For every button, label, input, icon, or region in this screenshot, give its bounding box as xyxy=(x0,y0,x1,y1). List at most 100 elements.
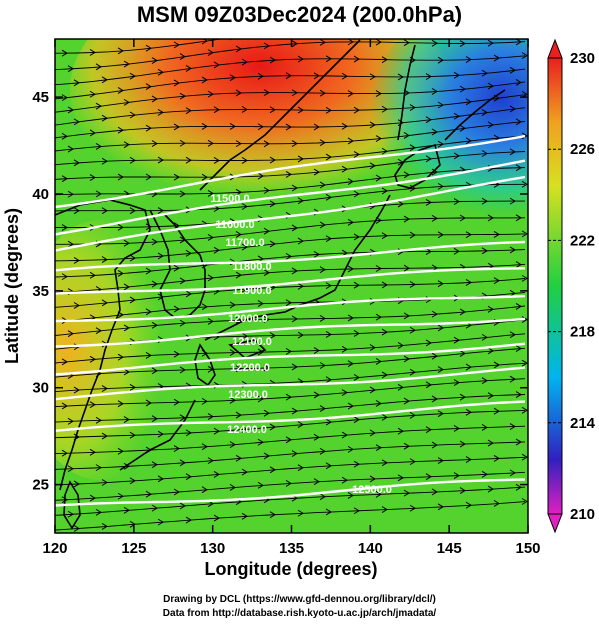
wind-arrowhead xyxy=(263,42,270,50)
wind-arrowhead xyxy=(185,473,192,481)
wind-arrowhead xyxy=(465,501,472,509)
wind-arrowhead xyxy=(157,430,164,438)
wind-arrowhead xyxy=(409,281,416,288)
wind-arrowhead xyxy=(207,189,214,197)
wind-arrowhead xyxy=(95,416,102,424)
wind-arrowhead xyxy=(319,139,326,147)
wind-arrowhead xyxy=(375,39,382,46)
wind-arrowhead xyxy=(369,344,376,352)
wind-arrowhead xyxy=(291,407,298,415)
wind-arrowhead xyxy=(285,123,292,131)
wind-streamline xyxy=(55,81,526,113)
wind-arrowhead xyxy=(313,168,320,176)
wind-arrowhead xyxy=(465,137,472,145)
wind-arrowhead xyxy=(207,49,214,57)
wind-arrowhead xyxy=(129,477,136,485)
wind-streamline xyxy=(55,378,526,408)
wind-arrowhead xyxy=(347,178,354,185)
wind-arrowhead xyxy=(123,141,130,149)
wind-arrowhead xyxy=(297,421,304,429)
wind-arrowhead xyxy=(425,116,432,124)
wind-arrowhead xyxy=(453,152,460,160)
wind-arrowhead xyxy=(521,180,528,188)
wind-arrowhead xyxy=(403,215,410,223)
wind-arrowhead xyxy=(151,415,158,423)
wind-arrowhead xyxy=(101,479,108,486)
wind-arrowhead xyxy=(213,514,220,522)
wind-arrowhead xyxy=(515,164,522,172)
wind-arrowhead xyxy=(263,89,270,97)
wind-arrowhead xyxy=(73,207,80,215)
wind-arrowhead xyxy=(95,143,102,150)
wind-arrowhead xyxy=(381,459,388,467)
wind-arrowhead xyxy=(325,282,332,290)
wind-arrowhead xyxy=(235,45,242,53)
colorbar-top-triangle xyxy=(547,38,563,59)
wind-arrowhead xyxy=(73,118,80,126)
wind-arrowhead xyxy=(403,442,410,450)
wind-arrowhead xyxy=(437,457,444,464)
wind-arrowhead xyxy=(403,397,410,405)
coast-mainland-asia xyxy=(55,199,151,491)
wind-arrowhead xyxy=(459,124,466,132)
wind-arrowhead xyxy=(291,224,298,232)
wind-arrowhead xyxy=(453,425,460,432)
wind-streamline xyxy=(55,278,526,308)
wind-arrowhead xyxy=(117,492,124,500)
y-tick-label: 45 xyxy=(32,89,49,106)
wind-arrowhead xyxy=(117,447,124,455)
wind-arrowhead xyxy=(257,438,264,446)
wind-arrowhead xyxy=(101,114,108,122)
wind-arrowhead xyxy=(117,126,124,134)
wind-arrowhead xyxy=(201,76,208,84)
wind-arrowhead xyxy=(521,274,528,282)
wind-arrowhead xyxy=(241,468,248,476)
wind-arrowhead xyxy=(185,429,192,437)
wind-arrowhead xyxy=(353,507,360,515)
wind-arrowhead xyxy=(201,303,208,311)
wind-arrowhead xyxy=(325,55,332,63)
wind-arrowhead xyxy=(117,353,124,361)
geopotential-contour-line xyxy=(55,175,526,252)
wind-arrowhead xyxy=(459,487,466,495)
wind-arrowhead xyxy=(353,233,360,241)
wind-arrowhead xyxy=(509,423,516,430)
wind-arrowhead xyxy=(431,441,438,449)
wind-arrowhead xyxy=(297,509,304,517)
wind-arrowhead xyxy=(61,358,68,366)
wind-arrowhead xyxy=(151,504,158,512)
wind-arrowhead xyxy=(151,461,158,469)
wind-arrowhead xyxy=(375,400,382,407)
wind-arrowhead xyxy=(341,389,348,396)
wind-arrowhead xyxy=(297,197,304,205)
wind-arrowhead xyxy=(493,500,500,507)
x-tick-label: 135 xyxy=(279,540,304,557)
wind-arrowhead xyxy=(341,431,348,439)
wind-arrowhead xyxy=(185,64,192,72)
wind-arrowhead xyxy=(151,57,158,64)
wind-arrowhead xyxy=(241,332,248,340)
wind-arrowhead xyxy=(235,271,242,279)
wind-arrowhead xyxy=(229,396,236,404)
wind-arrowhead xyxy=(487,392,494,400)
wind-arrowhead xyxy=(151,321,158,329)
wind-arrowhead xyxy=(151,367,158,375)
wind-arrowhead xyxy=(353,330,360,337)
wind-arrowhead xyxy=(67,417,74,425)
wind-arrowhead xyxy=(453,379,460,387)
wind-arrowhead xyxy=(313,72,320,80)
wind-streamline xyxy=(55,55,526,86)
wind-arrowhead xyxy=(375,265,382,272)
wind-arrowhead xyxy=(342,23,347,29)
wind-arrowhead xyxy=(145,44,152,52)
wind-arrowhead xyxy=(381,281,388,289)
geopotential-contour-line xyxy=(55,267,526,295)
wind-arrowhead xyxy=(95,63,102,71)
geopotential-contour-line xyxy=(55,134,526,209)
wind-arrowhead xyxy=(101,432,108,440)
wind-arrowhead xyxy=(515,261,522,269)
wind-arrowhead xyxy=(325,106,332,114)
wind-arrowhead xyxy=(459,214,466,222)
wind-arrowhead xyxy=(101,522,108,530)
wind-arrowhead xyxy=(459,308,466,316)
